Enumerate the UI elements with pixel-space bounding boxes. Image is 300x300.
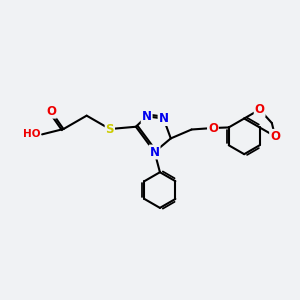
Text: O: O	[46, 105, 56, 118]
Text: O: O	[255, 103, 265, 116]
Text: O: O	[208, 122, 218, 134]
Text: S: S	[106, 122, 114, 136]
Text: HO: HO	[23, 129, 40, 140]
Text: O: O	[270, 130, 280, 143]
Text: N: N	[150, 146, 160, 158]
Text: N: N	[158, 112, 169, 125]
Text: N: N	[142, 110, 152, 123]
